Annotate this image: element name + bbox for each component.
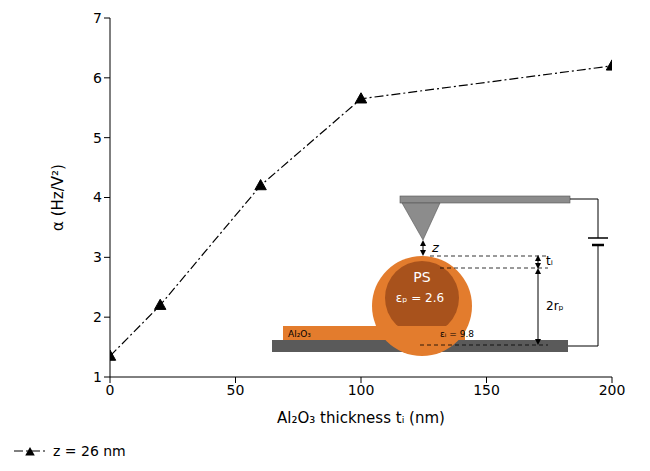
svg-text:PS: PS: [413, 269, 430, 285]
svg-text:εₚ = 2.6: εₚ = 2.6: [396, 291, 444, 305]
svg-text:2rₚ: 2rₚ: [546, 299, 564, 313]
svg-text:100: 100: [348, 382, 375, 398]
svg-text:Al₂O₃ thickness tᵢ (nm): Al₂O₃ thickness tᵢ (nm): [277, 409, 445, 427]
svg-text:50: 50: [227, 382, 245, 398]
svg-text:εᵢ = 9.8: εᵢ = 9.8: [440, 329, 474, 339]
svg-text:150: 150: [473, 382, 500, 398]
svg-text:α (Hz/V²): α (Hz/V²): [49, 164, 67, 231]
svg-text:200: 200: [599, 382, 626, 398]
svg-text:7: 7: [93, 10, 102, 26]
svg-text:Al₂O₃: Al₂O₃: [288, 329, 311, 339]
svg-text:3: 3: [93, 249, 102, 265]
svg-text:5: 5: [93, 130, 102, 146]
svg-text:1: 1: [93, 369, 102, 385]
svg-text:6: 6: [93, 70, 102, 86]
html-text:z = 26 nm: z = 26 nm: [53, 443, 126, 459]
svg-text:tᵢ: tᵢ: [546, 254, 553, 268]
svg-text:2: 2: [93, 309, 102, 325]
svg-text:0: 0: [106, 382, 115, 398]
svg-text:4: 4: [93, 189, 102, 205]
svg-text:z: z: [431, 240, 440, 255]
